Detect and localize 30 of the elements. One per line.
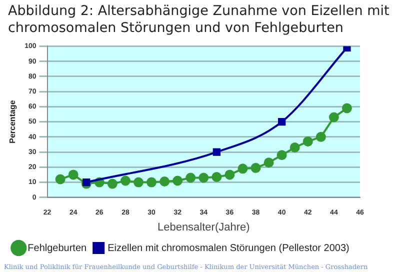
legend-label: Fehlgeburten xyxy=(28,242,87,254)
point xyxy=(212,172,222,182)
y-axis-title: Percentage xyxy=(8,100,18,144)
point xyxy=(120,176,130,186)
point xyxy=(146,177,157,188)
point xyxy=(224,170,235,180)
point xyxy=(342,103,352,114)
point xyxy=(68,170,78,180)
point xyxy=(160,176,170,187)
point xyxy=(302,136,313,146)
point xyxy=(82,178,90,186)
point xyxy=(238,164,248,174)
chart-title: Abbildung 2: Altersabhängige Zunahme von Eizellen mit chromosomalen Störungen und von Fehlgeburten xyxy=(7,2,390,38)
point xyxy=(250,162,261,173)
point xyxy=(264,158,274,168)
point xyxy=(55,174,66,184)
point xyxy=(198,172,209,183)
point xyxy=(343,46,351,52)
point xyxy=(290,142,300,153)
point xyxy=(186,172,196,183)
point xyxy=(212,148,220,156)
point xyxy=(278,118,286,126)
point xyxy=(172,176,183,186)
legend-label: Eizellen mit chromosmalen Störungen (Pellestor 2003) xyxy=(108,242,350,254)
point xyxy=(276,150,287,160)
point xyxy=(133,177,144,188)
x-axis-title: Lebensalter(Jahre) xyxy=(157,221,250,234)
point xyxy=(328,112,339,122)
point xyxy=(107,178,118,189)
point xyxy=(316,132,326,142)
